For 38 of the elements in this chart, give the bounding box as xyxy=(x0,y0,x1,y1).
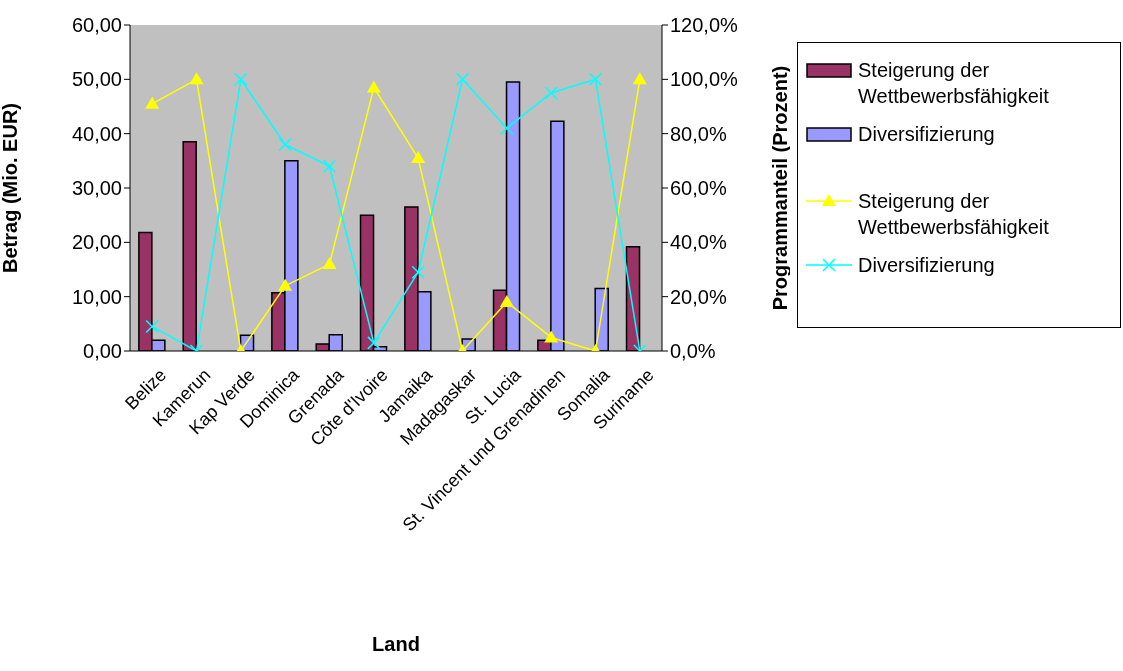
point xyxy=(411,265,425,279)
y2-tick-label: 100,0% xyxy=(670,68,739,91)
y-tick-label: 0,00 xyxy=(83,340,122,363)
y2-tick-label: 20,0% xyxy=(670,285,727,308)
point xyxy=(322,159,337,174)
point xyxy=(544,330,559,343)
y-tick-label: 30,00 xyxy=(71,177,122,200)
legend-label: Steigerung der Wettbewerbsfähigkeit xyxy=(858,58,1050,109)
y2-tick-label: 60,0% xyxy=(670,177,727,200)
y-tick-label: 50,00 xyxy=(71,68,122,91)
point xyxy=(278,137,292,152)
y-tick-label: 10,00 xyxy=(71,285,122,308)
point xyxy=(366,80,381,93)
point xyxy=(455,72,470,87)
y2-tick-label: 0,0% xyxy=(670,340,716,363)
y2-tick-label: 40,0% xyxy=(670,231,727,254)
point xyxy=(145,319,159,334)
legend-label: Diversifizierung xyxy=(858,253,995,278)
point xyxy=(411,151,426,164)
y2-tick-label: 120,0% xyxy=(670,14,739,37)
point xyxy=(234,72,248,87)
y-tick-label: 60,00 xyxy=(71,14,122,37)
point xyxy=(189,72,204,85)
y-axis-title: Betrag (Mio. EUR) xyxy=(0,103,22,273)
y-tick-label: 20,00 xyxy=(71,231,122,254)
point xyxy=(145,96,160,109)
point xyxy=(588,72,603,87)
y2-tick-label: 80,0% xyxy=(670,122,727,145)
point xyxy=(278,278,293,291)
y-tick-label: 40,00 xyxy=(71,122,122,145)
legend-label: Steigerung der Wettbewerbsfähigkeit xyxy=(858,189,1050,240)
point xyxy=(499,295,514,308)
point xyxy=(544,86,558,100)
legend-label: Diversifizierung xyxy=(858,122,995,147)
point xyxy=(632,72,647,85)
point xyxy=(500,121,514,135)
x-axis-title: Land xyxy=(372,633,420,655)
point xyxy=(322,257,337,270)
